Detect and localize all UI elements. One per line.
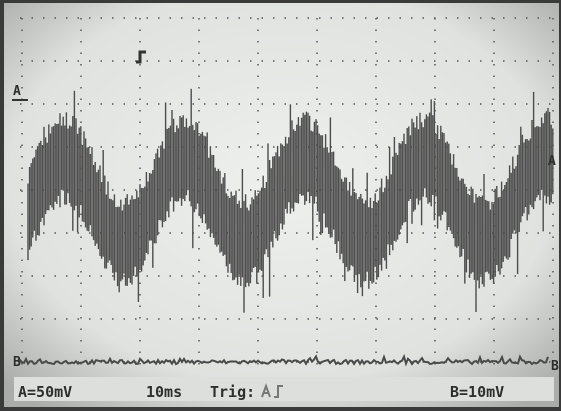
channel-a-scale: A=50mV <box>18 383 72 401</box>
timebase: 10ms <box>146 383 182 401</box>
trigger-marker <box>136 50 146 64</box>
marker-a-right: A <box>548 154 556 169</box>
channel-b-scale: B=10mV <box>450 383 504 401</box>
marker-b-left: B <box>13 355 21 370</box>
channel-a-trace <box>27 88 554 313</box>
trigger-icon <box>261 383 283 398</box>
marker-a-left: A <box>13 84 21 99</box>
channel-b-trace <box>17 353 549 367</box>
marker-b-right: B <box>551 359 559 374</box>
status-bar <box>14 377 554 401</box>
trigger-label: Trig: <box>210 383 255 401</box>
